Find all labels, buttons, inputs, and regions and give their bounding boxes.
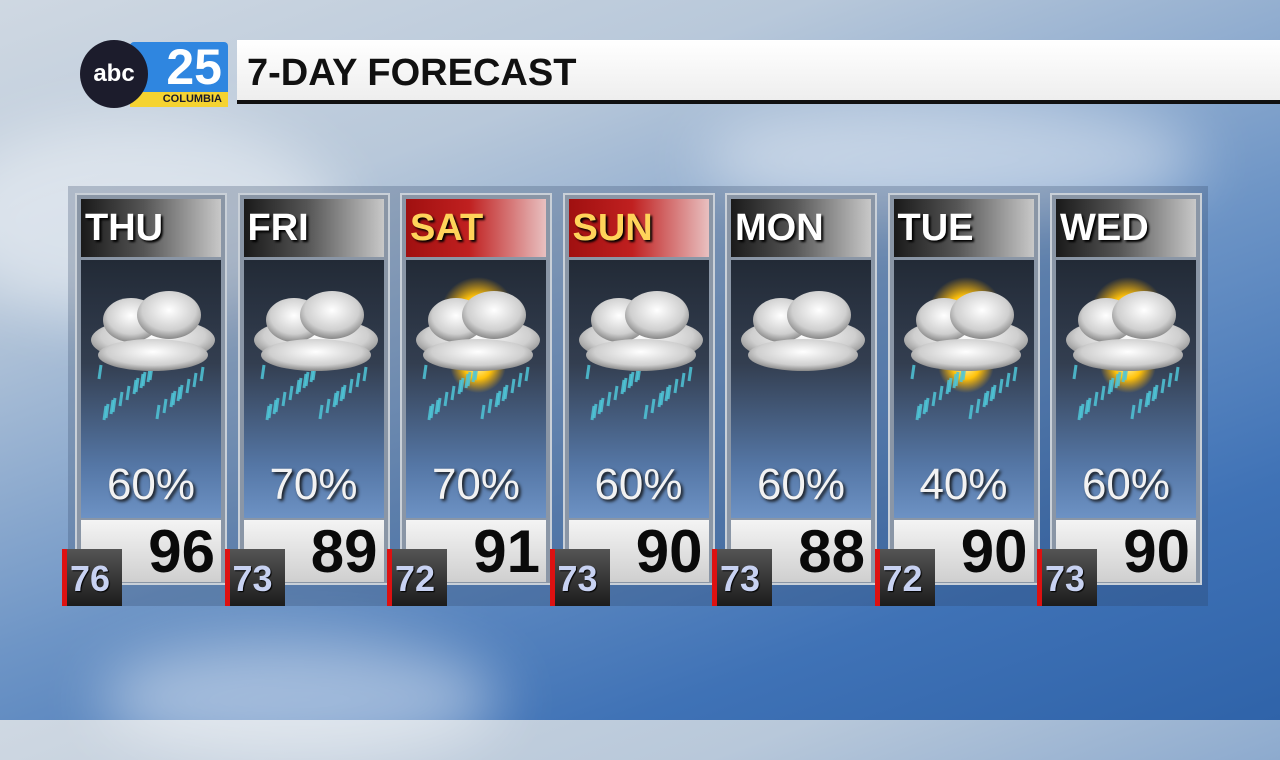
title-bar: 7-DAY FORECAST — [237, 40, 1280, 104]
forecast-day-wed: WED 60% 90 — [1050, 193, 1202, 585]
sky-panel: 70% — [243, 260, 384, 518]
sky-panel: 70% — [406, 260, 546, 518]
low-temp: 73 — [1037, 549, 1097, 606]
forecast-day-thu: THU 60% 96 — [75, 193, 227, 585]
forecast-day-fri: FRI 70% 89 — [237, 193, 390, 585]
sky-panel: 40% — [893, 260, 1034, 518]
sky-panel: 60% — [1056, 260, 1196, 518]
day-label: SUN — [568, 199, 709, 257]
precip-chance: 60% — [594, 460, 683, 509]
logo-abc: abc — [80, 40, 148, 108]
precip-chance: 70% — [431, 460, 521, 509]
rain-cloud-icon — [81, 270, 225, 430]
page-title: 7-DAY FORECAST — [247, 52, 577, 94]
precip-chance: 60% — [756, 460, 846, 509]
day-label: THU — [81, 199, 221, 257]
sky-panel: 60% — [568, 260, 709, 518]
rain-cloud-icon — [569, 270, 713, 430]
cloud-icon — [731, 270, 875, 430]
logo-city: COLUMBIA — [130, 92, 228, 107]
precip-chance: 40% — [919, 460, 1008, 509]
sky-panel: 60% — [731, 260, 871, 518]
forecast-day-sun: SUN 60% 90 — [562, 193, 715, 585]
low-temp: 76 — [62, 549, 122, 606]
rain-cloud-icon — [244, 270, 388, 430]
station-logo: abc 25 COLUMBIA — [80, 40, 230, 108]
forecast-day-mon: MON 60% 88 — [725, 193, 877, 585]
day-label: FRI — [243, 199, 384, 257]
forecast-day-sat: SAT 70% 91 — [400, 193, 552, 585]
sun-cloud-rain-icon — [1056, 270, 1200, 430]
day-label: TUE — [893, 199, 1034, 257]
forecast-day-tue: TUE 40% 90 — [887, 193, 1040, 585]
day-label: MON — [731, 199, 871, 257]
day-label: WED — [1056, 199, 1196, 257]
background-cloud — [100, 640, 500, 760]
day-label: SAT — [406, 199, 546, 257]
precip-chance: 70% — [269, 460, 358, 509]
sun-cloud-rain-icon — [894, 270, 1038, 430]
precip-chance: 60% — [106, 460, 196, 509]
sky-panel: 60% — [81, 260, 221, 518]
low-temp: 73 — [549, 549, 610, 606]
low-temp: 73 — [224, 549, 285, 606]
precip-chance: 60% — [1081, 460, 1171, 509]
low-temp: 73 — [712, 549, 772, 606]
low-temp: 72 — [387, 549, 447, 606]
low-temp: 72 — [874, 549, 935, 606]
sun-cloud-rain-icon — [406, 270, 550, 430]
